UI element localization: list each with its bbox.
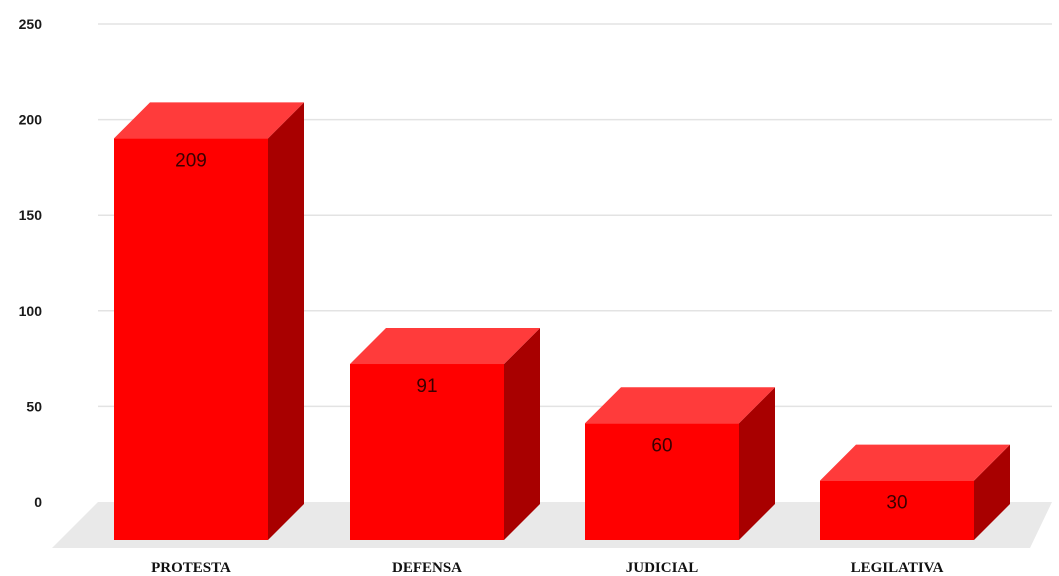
x-axis-ticks: PROTESTA DEFENSA JUDICIAL LEGILATIVA — [151, 560, 943, 576]
data-label-judicial: 60 — [651, 435, 672, 456]
bar-top-face — [820, 444, 1010, 481]
bar-legilativa: 30 — [820, 444, 1010, 540]
x-tick-judicial: JUDICIAL — [626, 560, 699, 576]
bar-top-face — [350, 328, 540, 365]
data-label-legilativa: 30 — [886, 493, 907, 514]
y-tick-200: 200 — [19, 112, 43, 128]
bar-front-face — [585, 423, 739, 540]
x-tick-defensa: DEFENSA — [392, 560, 462, 576]
y-tick-100: 100 — [19, 303, 43, 319]
x-tick-legilativa: LEGILATIVA — [851, 560, 944, 576]
bar-judicial: 60 — [585, 387, 775, 540]
y-tick-0: 0 — [34, 494, 42, 510]
bar-side-face — [974, 444, 1010, 540]
y-tick-50: 50 — [26, 398, 42, 414]
x-tick-protesta: PROTESTA — [151, 560, 231, 576]
bar-top-face — [114, 102, 304, 139]
bar-side-face — [739, 387, 775, 540]
chart-floor — [52, 502, 1052, 548]
bar-front-face — [820, 480, 974, 540]
bar-defensa: 91 — [350, 328, 540, 540]
bar-front-face — [114, 138, 268, 540]
y-tick-150: 150 — [19, 207, 43, 223]
bar-side-face — [268, 102, 304, 540]
bar-side-face — [504, 328, 540, 540]
bar-top-face — [585, 387, 775, 424]
gridlines — [98, 23, 1052, 408]
floor-plane — [52, 502, 1052, 548]
data-label-defensa: 91 — [416, 376, 437, 397]
y-tick-250: 250 — [19, 16, 43, 32]
bar-protesta: 209 — [114, 102, 304, 540]
data-label-protesta: 209 — [175, 150, 207, 171]
y-axis-ticks: 0 50 100 150 200 250 — [19, 16, 43, 510]
bar-front-face — [350, 364, 504, 540]
bars: 209 91 60 30 — [114, 102, 1010, 540]
